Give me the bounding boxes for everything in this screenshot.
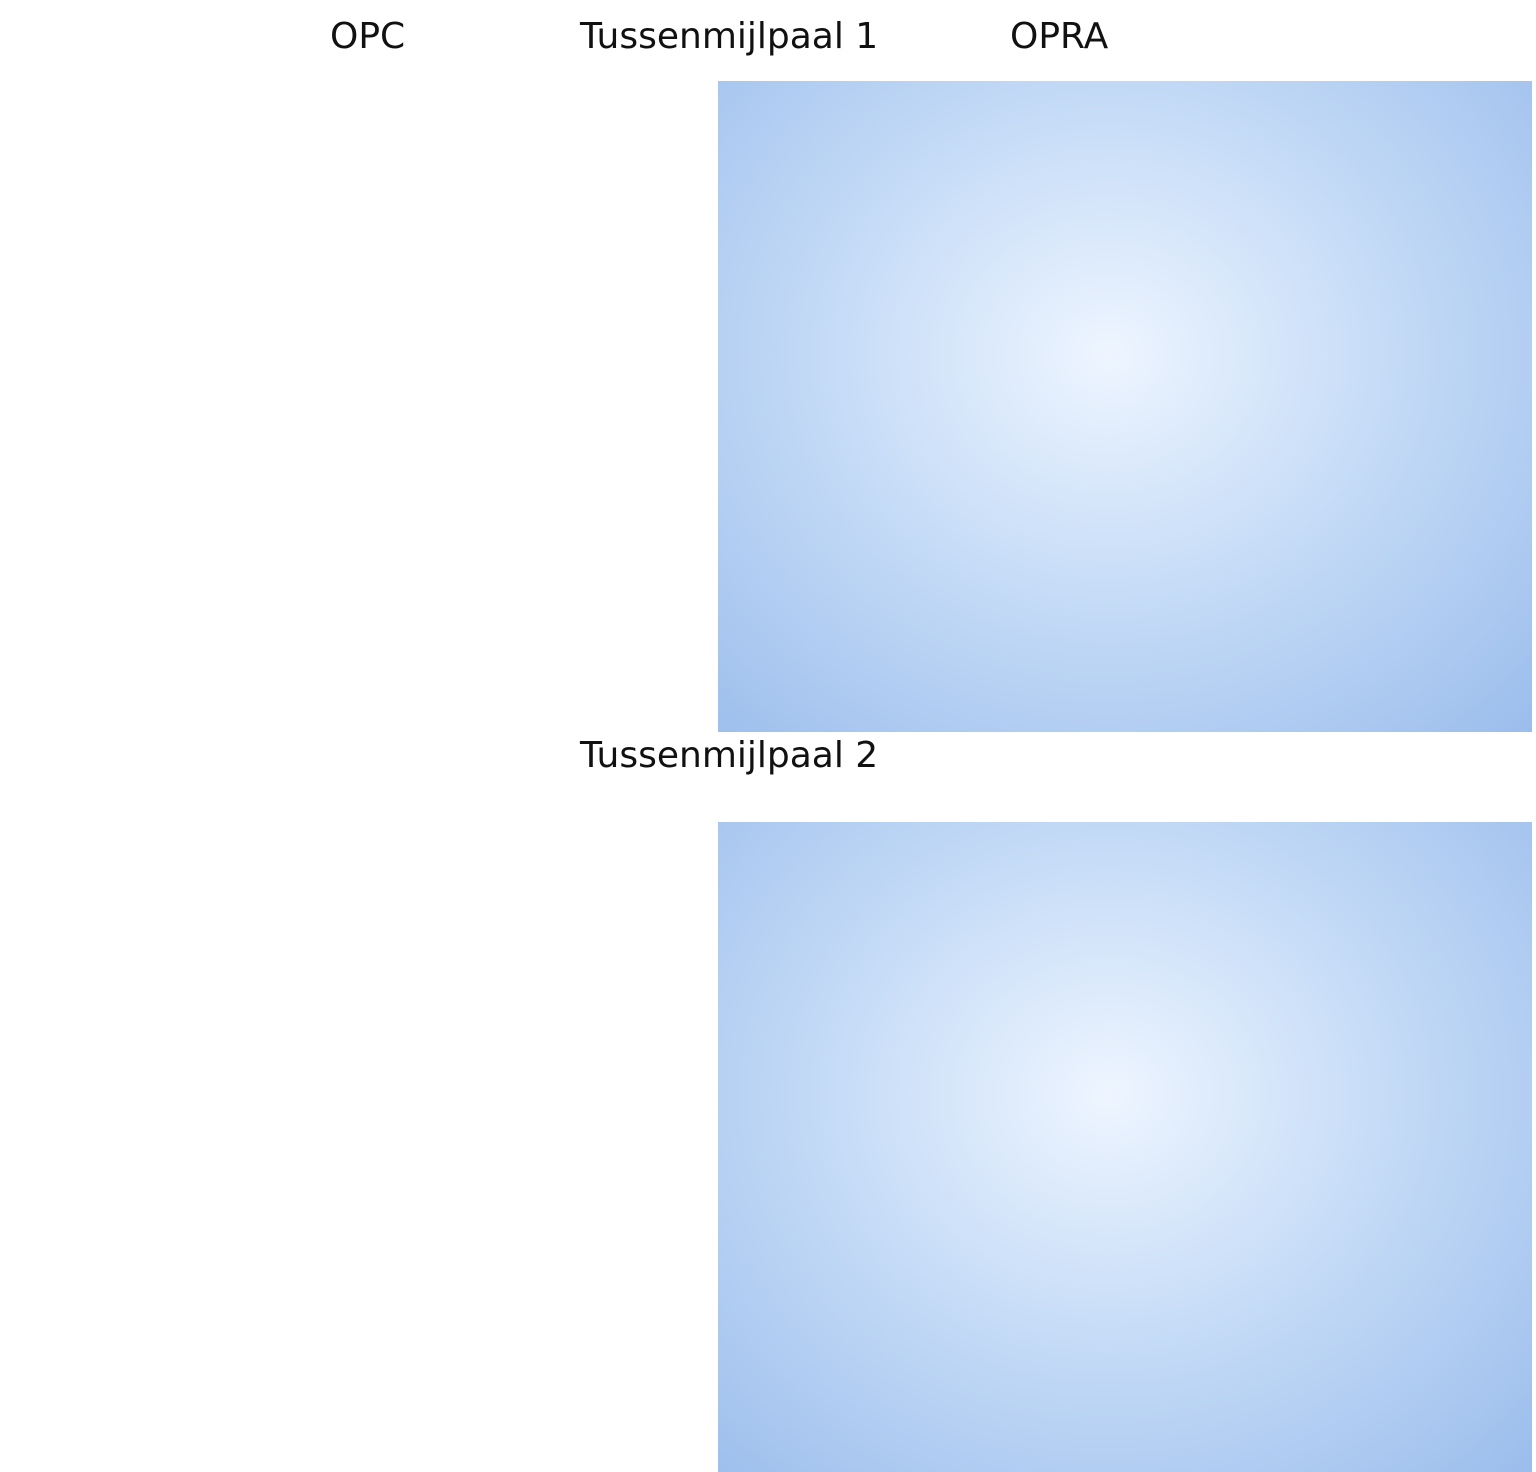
- heading-tussenmijlpaal-2: Tussenmijlpaal 2: [580, 735, 879, 776]
- heading-opc: OPC: [330, 16, 406, 57]
- opra-chart-1: [718, 81, 1532, 732]
- opc-chart-2: [0, 815, 712, 1472]
- heading-tussenmijlpaal-1: Tussenmijlpaal 1: [580, 16, 879, 57]
- opc-chart-1: [0, 68, 712, 726]
- heading-opra: OPRA: [1010, 16, 1109, 57]
- opra-chart-2: [718, 822, 1532, 1472]
